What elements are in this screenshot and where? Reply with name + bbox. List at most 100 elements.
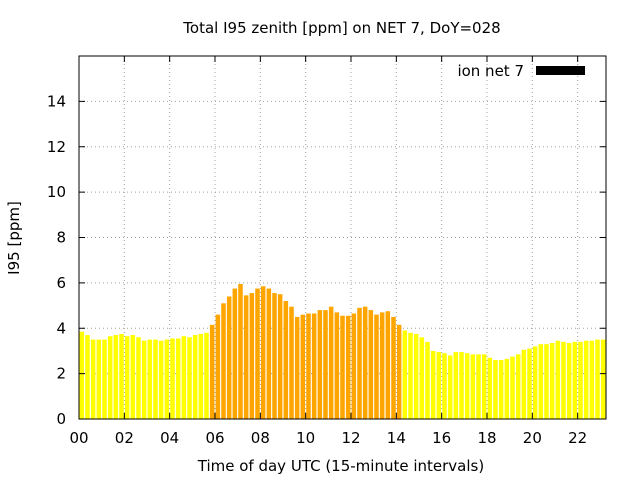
data-bar: [187, 337, 192, 419]
x-tick-label: 00: [69, 429, 88, 447]
data-bar: [504, 358, 510, 419]
data-bar: [447, 355, 453, 419]
y-tick-label: 14: [47, 92, 66, 110]
x-tick-label: 08: [251, 429, 270, 447]
data-bar: [345, 315, 351, 419]
data-bar: [158, 340, 164, 419]
x-tick-label: 20: [523, 429, 542, 447]
data-bar: [419, 337, 425, 419]
data-bar: [555, 340, 561, 419]
data-bar: [175, 338, 181, 419]
data-bar: [79, 331, 85, 419]
data-bar: [85, 335, 90, 419]
data-bar: [521, 349, 527, 419]
data-bar: [408, 332, 413, 419]
data-bar: [124, 336, 130, 419]
data-bar: [402, 330, 408, 419]
data-bar: [198, 333, 204, 419]
data-bar: [113, 335, 119, 419]
grid-layer: [79, 56, 606, 419]
data-bar: [561, 341, 566, 419]
chart-title: Total I95 zenith [ppm] on NET 7, DoY=028: [182, 19, 500, 37]
data-bar: [362, 306, 368, 419]
data-bar: [272, 293, 277, 419]
data-bar: [391, 316, 396, 419]
data-bar: [266, 288, 272, 419]
data-bar: [379, 312, 385, 419]
data-bar: [510, 356, 515, 419]
data-bar: [283, 301, 289, 419]
data-bar: [374, 314, 379, 419]
y-tick-label: 8: [56, 229, 66, 247]
data-bar: [323, 310, 328, 419]
data-bar: [147, 339, 153, 419]
data-bar: [538, 344, 544, 419]
data-bar: [215, 314, 221, 419]
data-bar: [470, 354, 476, 419]
data-bar: [209, 324, 215, 419]
x-tick-label: 16: [432, 429, 451, 447]
data-bar: [260, 286, 266, 419]
data-bar: [141, 340, 147, 419]
data-bar: [306, 313, 311, 419]
legend-swatch: [536, 66, 585, 75]
data-bar: [300, 314, 306, 419]
data-bar: [600, 339, 606, 419]
data-bar: [583, 340, 589, 419]
data-bar: [311, 313, 317, 419]
data-bar: [459, 352, 464, 419]
x-tick-label: 14: [387, 429, 406, 447]
data-bar: [243, 295, 249, 419]
data-bar: [238, 284, 243, 419]
data-bar: [476, 354, 481, 419]
data-bar: [589, 340, 595, 419]
x-tick-label: 12: [341, 429, 360, 447]
data-bar: [164, 339, 170, 419]
y-tick-label: 6: [56, 274, 66, 292]
data-bar: [102, 339, 107, 419]
x-tick-label: 18: [477, 429, 496, 447]
data-bar: [493, 360, 498, 419]
data-bar: [317, 310, 323, 419]
data-bar: [232, 288, 238, 419]
data-bar: [334, 312, 340, 419]
x-tick-label: 10: [296, 429, 315, 447]
data-bar: [527, 348, 532, 419]
data-bar: [340, 315, 345, 419]
data-bar: [566, 343, 572, 419]
data-bar: [221, 303, 226, 419]
y-tick-label: 12: [47, 138, 66, 156]
data-bar: [532, 346, 538, 419]
data-bar: [498, 360, 504, 419]
data-bar: [595, 339, 600, 419]
data-bar: [442, 353, 447, 419]
data-bar: [464, 353, 470, 419]
data-bar: [385, 311, 391, 419]
data-bar: [153, 339, 158, 419]
y-axis-label: I95 [ppm]: [5, 201, 23, 275]
x-tick-label: 02: [115, 429, 134, 447]
data-bar: [277, 294, 283, 419]
data-bar: [487, 357, 493, 419]
data-bar: [90, 339, 96, 419]
data-bar: [170, 338, 175, 419]
data-bar: [430, 350, 436, 419]
x-axis-label: Time of day UTC (15-minute intervals): [197, 457, 484, 475]
data-bar: [249, 293, 255, 419]
data-bar: [481, 354, 487, 419]
data-bar: [181, 336, 187, 419]
data-bar: [544, 344, 549, 419]
data-bar: [572, 341, 578, 419]
data-bar: [119, 333, 124, 419]
data-bar: [436, 352, 442, 419]
data-bar: [204, 332, 209, 419]
data-bar: [396, 324, 402, 419]
data-bar: [515, 354, 521, 419]
data-bar: [328, 306, 334, 419]
data-bar: [351, 313, 357, 419]
data-bar: [107, 336, 113, 419]
data-bar: [294, 316, 300, 419]
data-bar: [226, 296, 232, 419]
x-tick-label: 04: [160, 429, 179, 447]
